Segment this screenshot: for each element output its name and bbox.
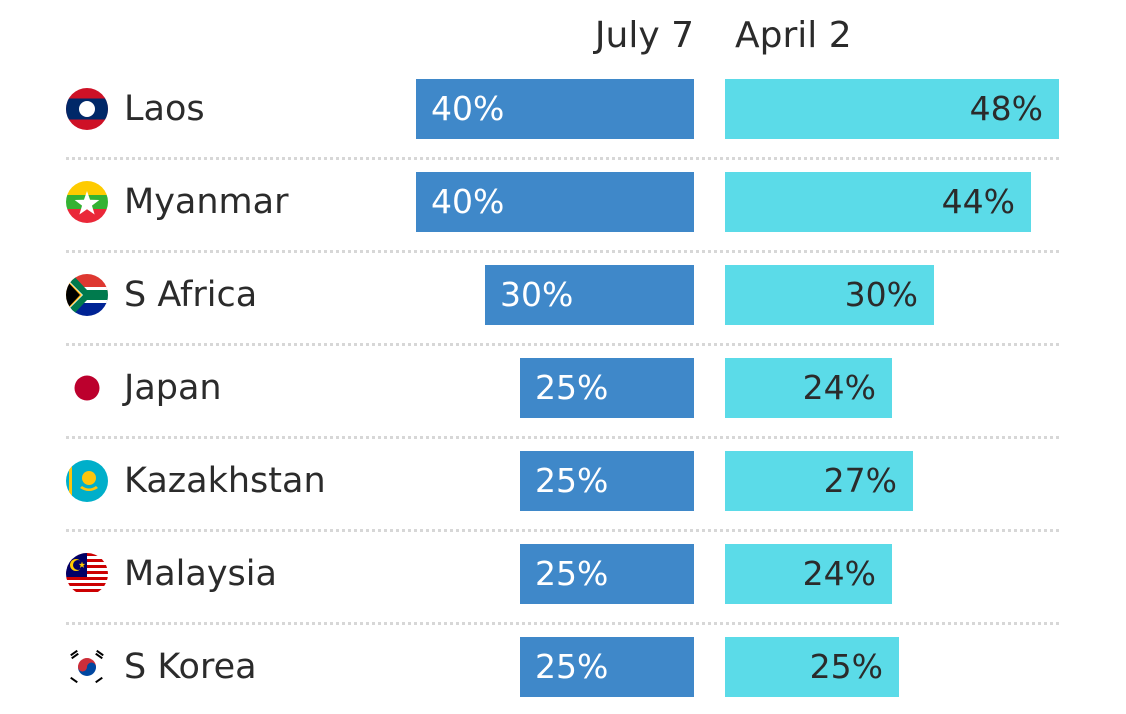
chart-row-s-africa: S Africa 30% 30%	[0, 248, 1126, 341]
bar-july-7	[520, 358, 694, 418]
chart-row-s-korea: S Korea 25% 25%	[0, 620, 1126, 713]
country-label: Kazakhstan	[124, 461, 326, 501]
data-label-july-7: 25%	[535, 647, 609, 686]
bar-july-7	[416, 172, 694, 232]
row-divider	[66, 529, 1059, 532]
data-label-april-2: 24%	[802, 368, 876, 407]
country-label: S Korea	[124, 647, 257, 687]
country-label: Malaysia	[124, 554, 277, 594]
bar-july-7	[520, 637, 694, 697]
data-label-april-2: 30%	[844, 275, 918, 314]
chart-row-myanmar: Myanmar 40% 44%	[0, 155, 1126, 248]
row-divider	[66, 157, 1059, 160]
data-label-july-7: 25%	[535, 461, 609, 500]
data-label-july-7: 25%	[535, 368, 609, 407]
country-label: Myanmar	[124, 182, 289, 222]
kazakhstan-flag-icon	[66, 460, 108, 502]
data-label-april-2: 25%	[809, 647, 883, 686]
south-korea-flag-icon	[66, 646, 108, 688]
bar-april-2	[725, 265, 934, 325]
bar-july-7	[416, 79, 694, 139]
data-label-april-2: 27%	[823, 461, 897, 500]
bar-april-2	[725, 79, 1059, 139]
row-divider	[66, 250, 1059, 253]
row-divider	[66, 622, 1059, 625]
chart-row-kazakhstan: Kazakhstan 25% 27%	[0, 434, 1126, 527]
country-label: Japan	[124, 368, 222, 408]
myanmar-flag-icon	[66, 181, 108, 223]
bar-july-7	[485, 265, 694, 325]
bar-july-7	[520, 544, 694, 604]
data-label-july-7: 25%	[535, 554, 609, 593]
country-label: Laos	[124, 89, 205, 129]
japan-flag-icon	[66, 367, 108, 409]
south-africa-flag-icon	[66, 274, 108, 316]
series-header-july-7: July 7	[594, 15, 694, 56]
data-label-july-7: 40%	[431, 89, 505, 128]
bar-april-2	[725, 451, 913, 511]
series-header-april-2: April 2	[735, 15, 852, 56]
row-divider	[66, 436, 1059, 439]
data-label-july-7: 40%	[431, 182, 505, 221]
chart-row-malaysia: Malaysia 25% 24%	[0, 527, 1126, 620]
bar-april-2	[725, 637, 899, 697]
laos-flag-icon	[66, 88, 108, 130]
data-label-april-2: 24%	[802, 554, 876, 593]
row-divider	[66, 343, 1059, 346]
bar-april-2	[725, 544, 892, 604]
bar-april-2	[725, 358, 892, 418]
data-label-april-2: 44%	[941, 182, 1015, 221]
data-label-april-2: 48%	[969, 89, 1043, 128]
chart-row-japan: Japan 25% 24%	[0, 341, 1126, 434]
country-label: S Africa	[124, 275, 258, 315]
data-label-july-7: 30%	[500, 275, 574, 314]
malaysia-flag-icon	[66, 553, 108, 595]
bar-april-2	[725, 172, 1031, 232]
bar-july-7	[520, 451, 694, 511]
chart-row-laos: Laos 40% 48%	[0, 62, 1126, 155]
